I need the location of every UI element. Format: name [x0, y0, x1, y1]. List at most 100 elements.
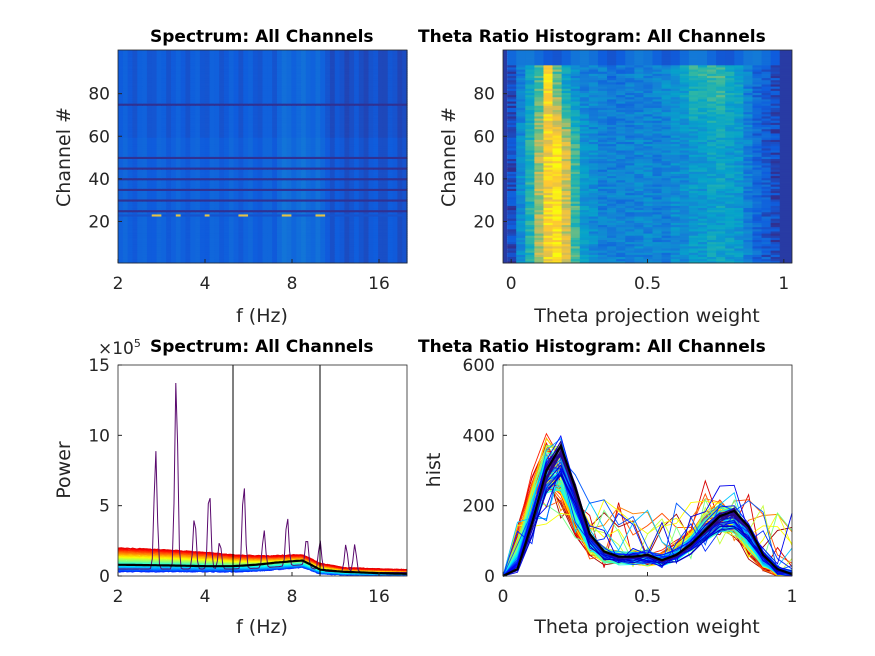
heatmap-cell — [137, 258, 143, 262]
heatmap-cell — [223, 256, 230, 260]
heatmap-cell — [296, 233, 302, 236]
heatmap-cell — [267, 214, 273, 217]
heatmap-cell — [204, 211, 211, 215]
heatmap-cell — [243, 192, 249, 196]
heatmap-cell — [267, 239, 273, 243]
heatmap-cell — [238, 199, 244, 202]
heatmap-cell — [204, 194, 211, 198]
heatmap-cell — [209, 205, 215, 209]
heatmap-cell — [296, 167, 302, 170]
heatmap-cell — [238, 228, 244, 232]
heatmap-cell — [151, 175, 158, 179]
heatmap-cell — [223, 250, 230, 253]
heatmap-cell — [286, 207, 292, 211]
heatmap-cell — [151, 188, 158, 191]
heatmap-cell — [358, 171, 365, 174]
heatmap-cell — [118, 243, 124, 247]
heatmap-cell — [166, 228, 172, 232]
heatmap-cell — [122, 175, 129, 179]
heatmap-cell — [166, 239, 172, 243]
heatmap-cell — [132, 245, 138, 249]
heatmap-cell — [358, 224, 365, 228]
heatmap-cell — [272, 205, 278, 209]
heatmap-cell — [137, 182, 143, 185]
heatmap-cell — [354, 162, 360, 166]
heatmap-cell — [146, 192, 153, 196]
heatmap-cell — [238, 245, 244, 249]
heatmap-cell — [199, 205, 206, 209]
heatmap-cell — [252, 205, 259, 209]
heatmap-cell — [397, 177, 403, 181]
heatmap-cell — [204, 160, 211, 164]
heatmap-cell — [175, 226, 182, 230]
heatmap-cell — [325, 250, 331, 253]
heatmap-cell — [122, 237, 129, 240]
heatmap-cell — [118, 165, 124, 168]
heatmap-cell — [142, 245, 148, 249]
heatmap-cell — [334, 258, 341, 262]
heatmap-cell — [397, 175, 403, 179]
heatmap-cell — [170, 258, 177, 262]
heatmap-cell — [315, 171, 321, 174]
heatmap-cell — [344, 248, 350, 251]
heatmap-cell — [156, 184, 162, 187]
heatmap-cell — [320, 241, 326, 245]
heatmap-cell — [122, 167, 129, 170]
heatmap-cell — [358, 226, 365, 230]
heatmap-cell — [272, 214, 278, 217]
heatmap-cell — [199, 209, 206, 213]
heatmap-cell — [363, 184, 370, 187]
heatmap-cell — [223, 214, 230, 217]
heatmap-cell — [127, 184, 134, 187]
heatmap-cell — [228, 248, 235, 251]
heatmap-cell — [378, 205, 384, 209]
heatmap-cell — [315, 203, 321, 206]
heatmap-cell — [329, 235, 336, 238]
heatmap-cell — [392, 162, 398, 166]
heatmap-cell — [291, 250, 297, 253]
heatmap-cell — [257, 216, 264, 219]
heatmap-cell — [368, 192, 374, 196]
heatmap-cell — [402, 256, 408, 260]
heatmap-cell — [238, 192, 244, 196]
heatmap-cell — [214, 160, 220, 164]
heatmap-cell — [190, 231, 196, 234]
heatmap-cell — [156, 252, 162, 255]
heatmap-cell — [146, 218, 153, 221]
heatmap-cell — [156, 179, 162, 183]
heatmap-cell — [252, 171, 259, 174]
heatmap-cell — [354, 194, 360, 198]
heatmap-cell — [339, 205, 345, 209]
heatmap-cell — [252, 167, 259, 170]
heatmap-cell — [387, 203, 394, 206]
heatmap-cell — [248, 250, 254, 253]
heatmap-cell — [368, 196, 374, 200]
heatmap-cell — [170, 224, 177, 228]
heatmap-cell — [276, 222, 283, 226]
heatmap-cell — [170, 186, 177, 189]
heatmap-cell — [368, 190, 374, 194]
heatmap-cell — [387, 250, 394, 253]
heatmap-cell — [228, 235, 235, 238]
heatmap-cell — [252, 239, 259, 243]
heatmap-cell — [180, 205, 187, 209]
heatmap-cell — [262, 186, 268, 189]
heatmap-cell — [228, 254, 235, 258]
heatmap-cell — [378, 248, 384, 251]
heatmap-cell — [161, 203, 167, 206]
heatmap-cell — [252, 209, 259, 213]
heatmap-cell — [276, 258, 283, 262]
heatmap-cell — [320, 201, 326, 204]
heatmap-cell — [286, 209, 292, 213]
heatmap-cell — [127, 169, 134, 172]
heatmap-cell — [233, 165, 240, 168]
heatmap-cell — [180, 171, 187, 174]
heatmap-cell — [190, 207, 196, 211]
heatmap-cell — [339, 258, 345, 262]
heatmap-cell — [118, 205, 124, 209]
heatmap-cell — [267, 260, 273, 264]
heatmap-cell — [349, 220, 355, 223]
heatmap-cell — [142, 243, 148, 247]
heatmap-cell — [127, 258, 134, 262]
heatmap-cell — [363, 211, 370, 215]
